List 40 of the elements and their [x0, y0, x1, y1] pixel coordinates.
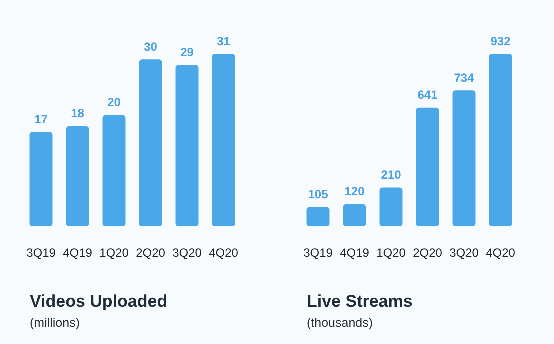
bar	[139, 60, 162, 227]
data-label: 641	[418, 88, 438, 102]
data-label: 210	[381, 168, 402, 182]
text: (millions)	[30, 316, 80, 331]
bar	[102, 115, 126, 227]
x-tick-label: 2Q20	[413, 246, 443, 260]
bar	[176, 65, 199, 227]
text: (thousands)	[307, 316, 374, 331]
x-tick-label: 3Q20	[450, 246, 480, 260]
text: Live Streams	[307, 292, 413, 312]
bar	[416, 108, 440, 227]
data-label: 120	[344, 184, 366, 199]
x-tick-label: 4Q20	[209, 246, 239, 260]
data-label: 18	[71, 106, 85, 121]
x-tick-label: 3Q19	[26, 246, 56, 260]
data-label: 20	[108, 96, 122, 110]
x-tick-label: 2Q20	[136, 246, 166, 260]
x-tick-label: 1Q20	[376, 246, 406, 260]
data-label: 31	[217, 34, 231, 48]
x-tick-label: 3Q20	[172, 246, 202, 260]
x-tick-label: 3Q19	[304, 246, 334, 260]
data-label: 932	[490, 34, 512, 48]
data-label: 29	[180, 45, 194, 60]
data-label: 17	[34, 112, 48, 126]
bar	[30, 132, 53, 227]
bar	[343, 204, 366, 227]
x-tick-label: 4Q19	[63, 246, 93, 260]
x-tick-label: 4Q19	[340, 246, 370, 260]
bar	[306, 207, 330, 227]
x-tick-label: 1Q20	[100, 246, 130, 260]
bar	[452, 90, 476, 227]
x-tick-label: 4Q20	[486, 246, 516, 260]
bar	[212, 54, 236, 227]
data-label: 30	[144, 40, 158, 54]
text: Videos Uploaded	[30, 292, 168, 312]
bar	[489, 54, 512, 227]
data-label: 105	[308, 187, 329, 202]
bar	[66, 126, 90, 227]
bar	[380, 188, 403, 227]
data-label: 734	[454, 70, 475, 85]
